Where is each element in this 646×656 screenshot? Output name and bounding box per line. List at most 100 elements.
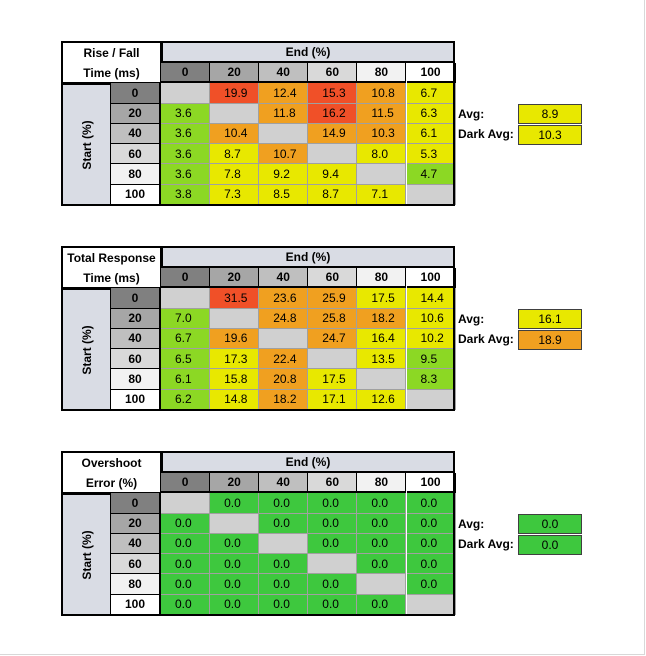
column-header: 100: [406, 473, 456, 494]
data-cell: [308, 144, 358, 165]
table-title-line: Rise / Fall: [83, 45, 140, 60]
column-header: 60: [308, 63, 358, 84]
data-cell: 31.5: [210, 288, 260, 309]
data-cell: 0.0: [259, 493, 309, 514]
data-cell: [406, 184, 456, 205]
row-header: 60: [111, 554, 161, 575]
column-header: 80: [357, 473, 407, 494]
data-cell: 3.6: [161, 123, 211, 144]
column-header: 40: [259, 268, 309, 289]
data-cell: 8.3: [406, 369, 456, 390]
dark-avg-label: Dark Avg:: [458, 126, 514, 141]
table-block: Overshoot Error (%) End (%) 0 20 40 60 80 100 Sta…: [0, 451, 646, 621]
data-cell: 10.2: [406, 328, 456, 349]
dark-avg-label: Dark Avg:: [458, 331, 514, 346]
data-cell: 5.3: [406, 144, 456, 165]
avg-value: 0.0: [518, 513, 582, 534]
data-cell: 14.4: [406, 288, 456, 309]
data-cell: 0.0: [357, 533, 407, 554]
data-cell: 15.3: [308, 83, 358, 104]
data-cell: 3.6: [161, 164, 211, 185]
data-cell: 7.1: [357, 184, 407, 205]
data-cell: 0.0: [161, 574, 211, 595]
data-cell: 0.0: [210, 594, 260, 615]
table-block: Total Response Time (ms) End (%) 0 20 40 60 80 1…: [0, 246, 646, 416]
table-block: Rise / Fall Time (ms) End (%) 0 20 40 60 80 100 S…: [0, 41, 646, 211]
column-header: 20: [210, 473, 260, 494]
data-cell: 6.3: [406, 103, 456, 124]
data-cell: [161, 83, 211, 104]
data-cell: 8.7: [210, 144, 260, 165]
data-cell: 0.0: [308, 493, 358, 514]
row-header: 20: [111, 513, 161, 534]
data-cell: [210, 103, 260, 124]
data-cell: [259, 123, 309, 144]
end-axis-label: End (%): [161, 246, 455, 268]
start-axis-label: Start (%): [61, 83, 112, 206]
column-header: 60: [308, 473, 358, 494]
data-cell: 17.1: [308, 389, 358, 410]
dark-avg-label: Dark Avg:: [458, 536, 514, 551]
data-cell: [406, 594, 456, 615]
start-axis-text: Start (%): [79, 529, 94, 580]
data-cell: 0.0: [161, 533, 211, 554]
data-cell: 8.5: [259, 184, 309, 205]
data-cell: 0.0: [406, 554, 456, 575]
row-header: 60: [111, 349, 161, 370]
data-cell: 15.8: [210, 369, 260, 390]
data-cell: 0.0: [259, 554, 309, 575]
data-cell: 3.6: [161, 103, 211, 124]
data-cell: 12.4: [259, 83, 309, 104]
table-title-line: Total Response: [67, 250, 156, 265]
data-cell: 18.2: [357, 308, 407, 329]
data-cell: 19.9: [210, 83, 260, 104]
avg-value: 8.9: [518, 103, 582, 124]
data-cell: 0.0: [161, 513, 211, 534]
data-cell: [161, 493, 211, 514]
data-cell: 0.0: [308, 513, 358, 534]
data-cell: 16.2: [308, 103, 358, 124]
table-title-line: Time (ms): [83, 65, 140, 80]
data-cell: 7.0: [161, 308, 211, 329]
data-cell: [259, 533, 309, 554]
data-cell: 11.5: [357, 103, 407, 124]
data-cell: 25.9: [308, 288, 358, 309]
avg-label: Avg:: [458, 311, 485, 326]
data-cell: 10.6: [406, 308, 456, 329]
data-cell: 23.6: [259, 288, 309, 309]
data-cell: 6.1: [406, 123, 456, 144]
column-header: 0: [161, 63, 211, 84]
data-cell: 6.1: [161, 369, 211, 390]
column-header: 40: [259, 63, 309, 84]
column-header: 20: [210, 268, 260, 289]
table-title-line: Overshoot: [81, 455, 142, 470]
row-header: 40: [111, 533, 161, 554]
data-cell: 11.8: [259, 103, 309, 124]
data-cell: 4.7: [406, 164, 456, 185]
data-cell: 6.7: [406, 83, 456, 104]
column-header: 80: [357, 268, 407, 289]
data-cell: [357, 164, 407, 185]
row-header: 100: [111, 184, 161, 205]
data-cell: [210, 513, 260, 534]
row-header: 0: [111, 288, 161, 309]
data-cell: 17.5: [357, 288, 407, 309]
row-header: 100: [111, 594, 161, 615]
table-title-line: Time (ms): [83, 270, 140, 285]
data-cell: 0.0: [357, 554, 407, 575]
column-header: 100: [406, 268, 456, 289]
data-cell: 14.8: [210, 389, 260, 410]
data-cell: 0.0: [357, 493, 407, 514]
data-cell: 20.8: [259, 369, 309, 390]
data-cell: 8.0: [357, 144, 407, 165]
data-cell: 9.5: [406, 349, 456, 370]
data-cell: 24.8: [259, 308, 309, 329]
data-cell: 3.8: [161, 184, 211, 205]
data-cell: 0.0: [357, 513, 407, 534]
data-cell: [259, 328, 309, 349]
data-cell: 0.0: [406, 493, 456, 514]
start-axis-label: Start (%): [61, 493, 112, 616]
column-header: 60: [308, 268, 358, 289]
column-header: 100: [406, 63, 456, 84]
data-cell: 0.0: [308, 533, 358, 554]
